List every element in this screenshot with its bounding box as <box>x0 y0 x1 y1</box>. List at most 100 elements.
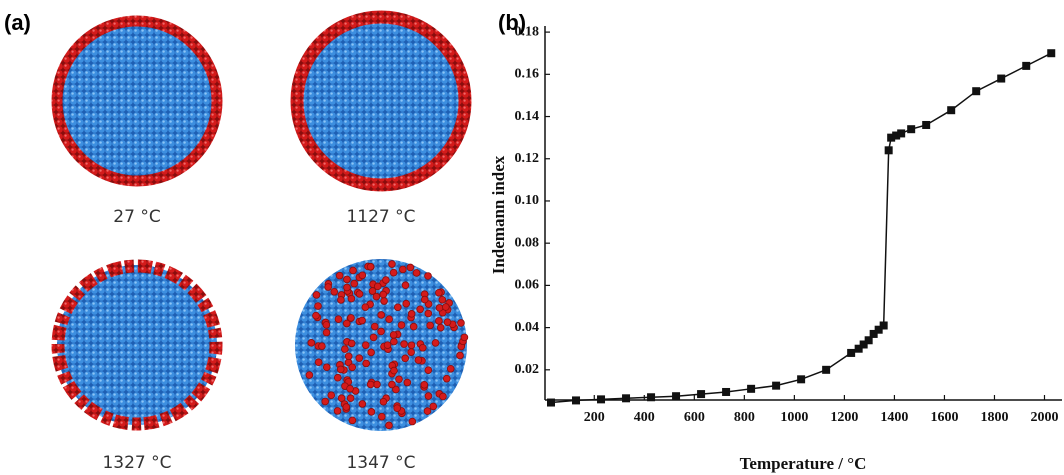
atom <box>314 358 323 367</box>
atom <box>408 417 417 426</box>
y-axis-label: Indemann index <box>489 155 508 274</box>
data-point <box>869 329 878 338</box>
y-tick-label: 0.08 <box>515 235 540 250</box>
atom <box>324 283 332 291</box>
atom <box>394 303 402 312</box>
atom <box>401 354 409 363</box>
y-tick-label: 0.10 <box>515 193 540 208</box>
data-point <box>722 387 731 396</box>
y-tick-label: 0.04 <box>515 320 540 335</box>
atom <box>312 291 321 299</box>
data-point <box>947 106 956 115</box>
data-point <box>672 392 681 401</box>
atom <box>380 297 388 305</box>
caption: 1127 °C <box>346 207 415 227</box>
caption: 1347 °C <box>346 453 415 473</box>
atom <box>414 356 423 364</box>
data-point <box>997 74 1006 83</box>
atom <box>435 304 444 312</box>
data-point <box>922 120 931 129</box>
atom <box>333 407 342 415</box>
atom <box>424 272 432 280</box>
atom <box>373 380 381 389</box>
nanoparticle <box>290 10 472 192</box>
x-tick-label: 1000 <box>780 410 808 425</box>
atom <box>362 341 370 349</box>
atom <box>307 339 316 347</box>
atom <box>362 359 370 368</box>
data-point <box>647 393 656 402</box>
data-line <box>550 52 1052 404</box>
atom <box>337 394 346 403</box>
atom <box>346 394 355 402</box>
atom <box>397 321 406 329</box>
atom <box>367 348 375 357</box>
atom <box>388 380 396 389</box>
atom <box>457 319 465 327</box>
atom <box>347 294 356 303</box>
atom <box>358 400 367 408</box>
x-tick-label: 2000 <box>1030 410 1058 425</box>
atom <box>390 366 398 375</box>
atom <box>424 392 433 400</box>
x-axis-label: Temperature / °C <box>740 454 867 473</box>
atom <box>426 321 434 330</box>
atom <box>423 407 432 415</box>
data-point <box>822 365 831 374</box>
data-point <box>572 396 581 405</box>
atom <box>407 341 416 350</box>
atom <box>383 341 392 349</box>
y-tick-label: 0.02 <box>515 362 540 377</box>
atom <box>372 292 381 301</box>
atom <box>418 343 427 352</box>
atom <box>305 371 314 379</box>
atom <box>399 265 407 274</box>
atom <box>424 309 433 318</box>
data-point <box>622 394 631 403</box>
atom <box>435 317 443 325</box>
atom <box>438 295 447 304</box>
nanoparticle <box>51 15 223 187</box>
y-tick-label: 0.06 <box>515 278 540 293</box>
atom <box>446 364 455 373</box>
nanoparticle <box>295 259 469 431</box>
atom <box>342 319 351 328</box>
data-point <box>874 325 883 334</box>
data-point <box>697 390 706 399</box>
atom <box>322 363 331 372</box>
data-point <box>879 321 888 330</box>
atom <box>361 303 370 311</box>
atom <box>355 354 364 362</box>
atom <box>442 303 450 311</box>
atom <box>314 302 322 310</box>
atom <box>420 295 429 304</box>
data-point <box>1022 61 1031 70</box>
atom <box>395 375 403 384</box>
data-point <box>854 344 863 353</box>
data-point <box>772 381 781 390</box>
atom <box>366 380 375 389</box>
atom <box>377 327 385 336</box>
x-tick-label: 1200 <box>830 410 858 425</box>
atom <box>389 331 398 339</box>
x-tick-label: 200 <box>584 410 605 425</box>
atom <box>389 268 398 277</box>
atom <box>424 366 433 374</box>
data-point <box>972 87 981 96</box>
atom <box>392 385 400 394</box>
atom <box>342 403 351 411</box>
atom <box>321 397 330 406</box>
atom <box>439 392 447 401</box>
atom <box>403 378 412 387</box>
atom <box>385 315 393 323</box>
atom <box>401 281 410 290</box>
atom <box>436 323 445 332</box>
atom <box>379 397 388 406</box>
atom <box>341 345 349 353</box>
atom <box>456 351 464 360</box>
data-point <box>884 146 893 155</box>
atom <box>335 271 344 280</box>
x-tick-label: 1400 <box>880 410 908 425</box>
data-point <box>547 398 556 407</box>
